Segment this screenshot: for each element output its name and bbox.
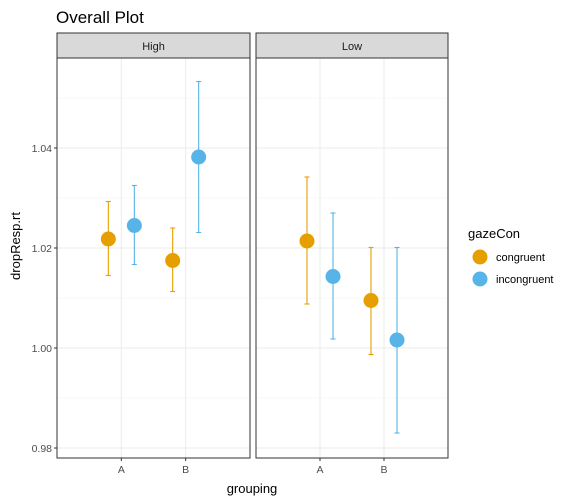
chart-title: Overall Plot xyxy=(56,8,144,27)
y-axis: 0.98 1.00 1.02 1.04 xyxy=(32,143,57,455)
x-tick-label: A xyxy=(316,464,323,476)
legend-key xyxy=(472,271,488,287)
x-axis-title: grouping xyxy=(227,481,278,496)
legend-item-incongruent: incongruent xyxy=(472,271,554,287)
facet-strip-label: High xyxy=(142,41,165,53)
y-axis-title: dropResp.rt xyxy=(8,212,23,280)
panel-background xyxy=(256,58,448,458)
legend-item-congruent: congruent xyxy=(472,249,545,265)
y-tick-label: 1.04 xyxy=(32,143,53,155)
x-tick-label: B xyxy=(182,464,189,476)
legend-label: congruent xyxy=(496,252,545,264)
x-tick-label: B xyxy=(380,464,387,476)
data-point-B-incongruent xyxy=(191,149,207,165)
panel-border xyxy=(56,57,251,459)
facet-strip-label: Low xyxy=(342,41,362,53)
data-point-A-incongruent xyxy=(325,269,341,284)
data-point-B-congruent xyxy=(363,293,379,308)
data-point-A-congruent xyxy=(100,231,116,247)
y-tick-label: 0.98 xyxy=(32,443,53,455)
facet-panels: High A B Low A B xyxy=(56,32,449,476)
y-tick-label: 1.00 xyxy=(32,343,53,355)
panel-border xyxy=(255,57,449,459)
data-point-B-congruent xyxy=(165,253,181,268)
data-point-A-incongruent xyxy=(126,218,142,233)
facet-low: Low A B xyxy=(255,32,449,476)
data-point-B-incongruent xyxy=(389,332,405,348)
facet-strip xyxy=(56,32,251,59)
data-point-A-congruent xyxy=(299,233,315,249)
legend-title: gazeCon xyxy=(468,226,520,241)
legend: gazeCon congruent incongruent xyxy=(468,226,554,287)
panel-background xyxy=(57,58,250,458)
facet-high: High A B xyxy=(56,32,251,476)
x-tick-label: A xyxy=(118,464,125,476)
facet-strip xyxy=(255,32,449,59)
legend-label: incongruent xyxy=(496,274,554,286)
legend-key xyxy=(472,249,488,265)
y-tick-label: 1.02 xyxy=(32,243,53,255)
